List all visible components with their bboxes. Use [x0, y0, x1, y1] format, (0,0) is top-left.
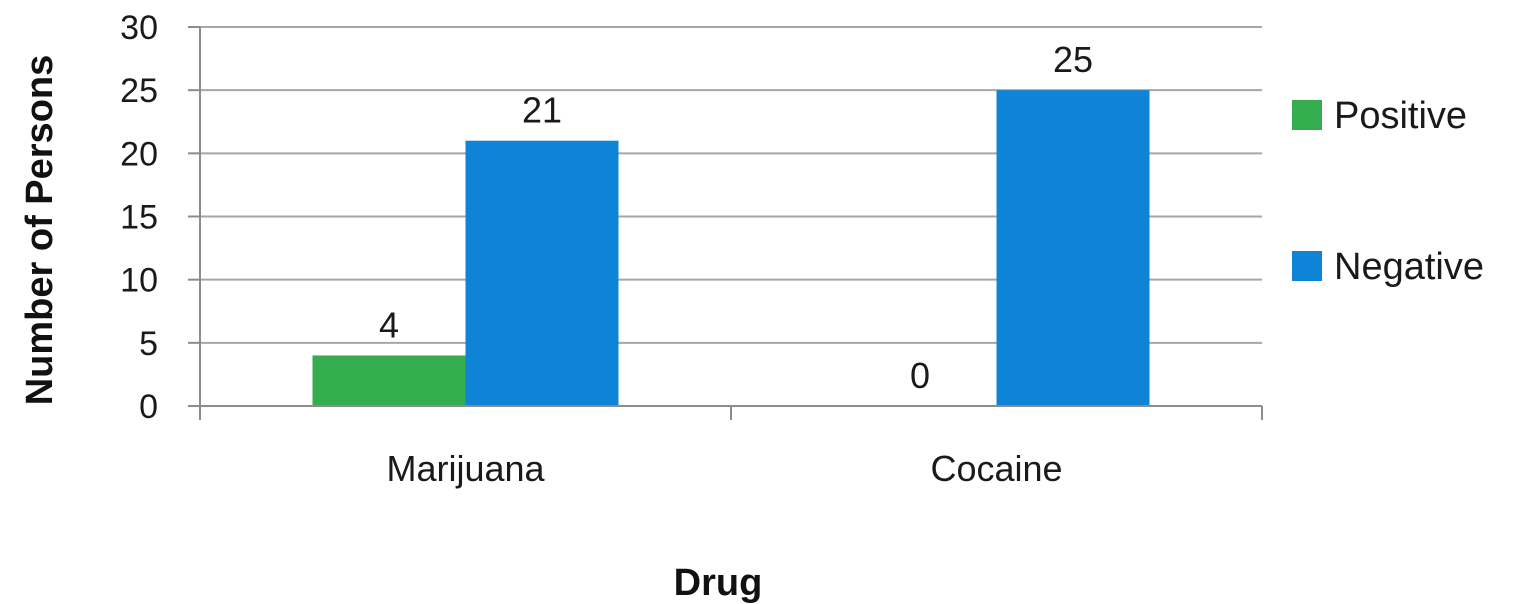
y-axis-title: Number of Persons	[19, 55, 61, 406]
data-label-positive-cocaine: 0	[910, 355, 930, 396]
data-label-negative-cocaine: 25	[1053, 39, 1093, 80]
y-tick-label: 0	[139, 388, 158, 426]
axes	[188, 26, 1263, 420]
x-axis-title: Drug	[674, 562, 763, 604]
y-tick-label: 5	[139, 325, 158, 363]
x-category-labels: Marijuana Cocaine	[386, 448, 1062, 489]
data-label-positive-marijuana: 4	[379, 304, 399, 345]
bar-negative-cocaine	[996, 90, 1150, 407]
bars	[312, 90, 1150, 407]
y-tick-label: 10	[120, 262, 158, 300]
bar-positive-marijuana	[312, 355, 466, 406]
y-tick-label: 20	[120, 135, 158, 173]
legend-label-negative: Negative	[1334, 246, 1484, 288]
legend-swatch-negative	[1292, 251, 1322, 281]
legend-swatch-positive	[1292, 100, 1322, 130]
legend-label-positive: Positive	[1334, 95, 1467, 137]
data-label-negative-marijuana: 21	[522, 90, 562, 131]
y-tick-label: 15	[120, 199, 158, 237]
data-labels: 4 21 0 25	[379, 39, 1093, 396]
y-tick-labels: 0 5 10 15 20 25 30	[120, 9, 158, 426]
y-tick-label: 25	[120, 72, 158, 110]
y-tick-label: 30	[120, 9, 158, 47]
x-category-label: Marijuana	[386, 448, 545, 489]
legend: Positive Negative	[1292, 95, 1484, 288]
x-category-label: Cocaine	[930, 448, 1062, 489]
bar-negative-marijuana	[465, 140, 619, 406]
